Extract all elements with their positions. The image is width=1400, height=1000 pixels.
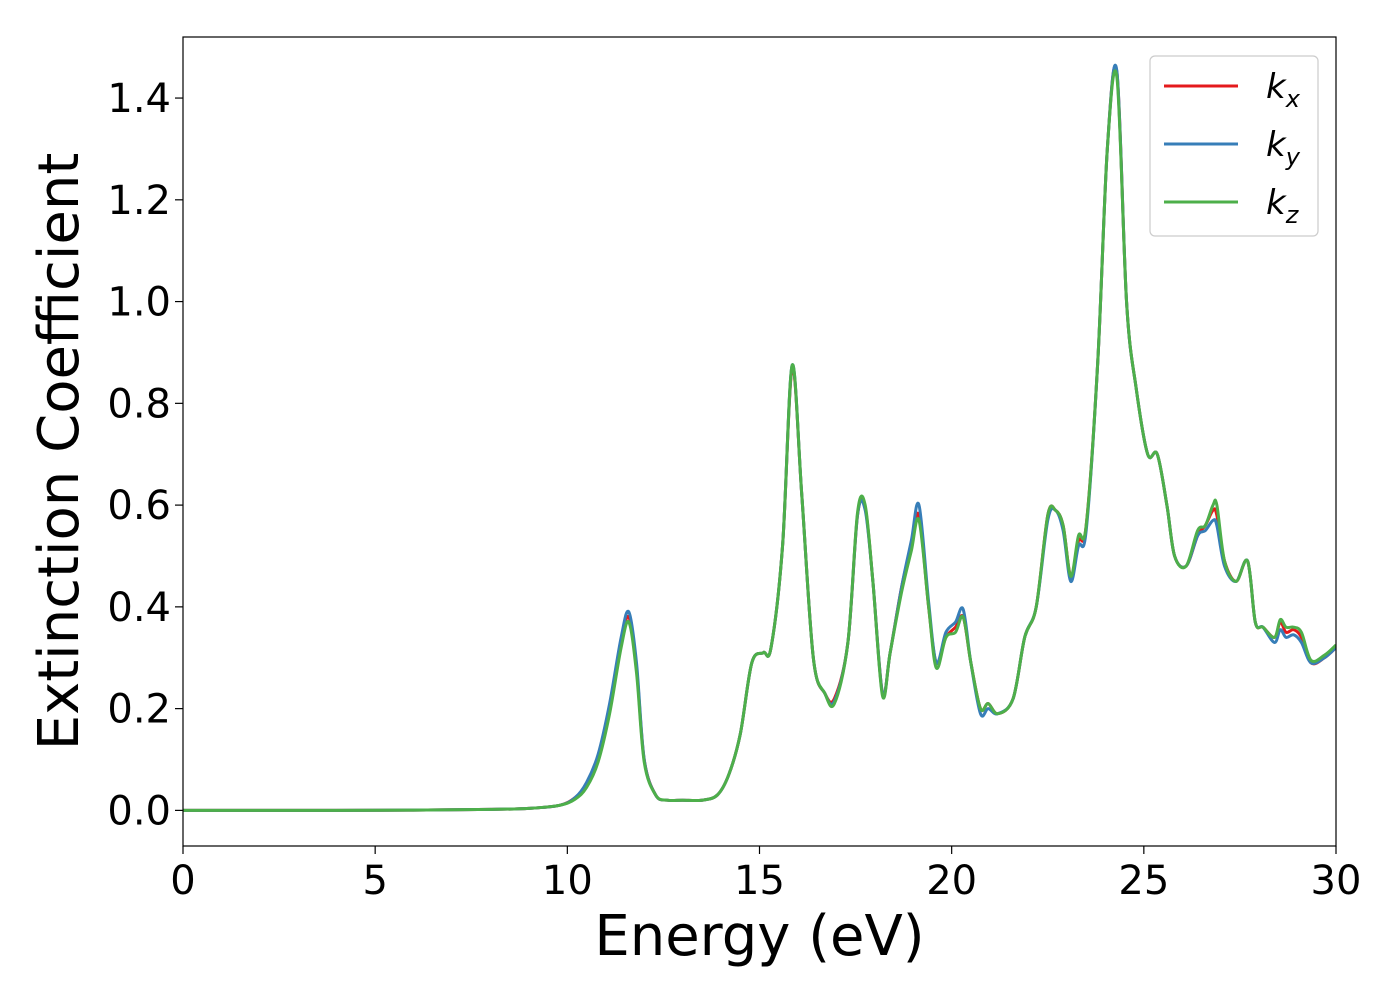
legend-box bbox=[1149, 55, 1319, 237]
y-axis: 0.0 0.2 0.4 0.6 0.8 1.0 1.2 1.4 bbox=[107, 76, 183, 834]
x-tick-label: 0 bbox=[170, 858, 195, 904]
y-axis-label: Extinction Coefficient bbox=[27, 153, 92, 751]
y-tick-label: 0.6 bbox=[107, 483, 171, 529]
x-axis-label: Energy (eV) bbox=[594, 904, 924, 969]
x-tick-label: 30 bbox=[1311, 858, 1362, 904]
x-tick-label: 5 bbox=[362, 858, 387, 904]
series-line-k-z bbox=[183, 69, 1336, 812]
x-tick-label: 10 bbox=[542, 858, 593, 904]
y-tick-label: 1.0 bbox=[107, 280, 171, 326]
y-tick-label: 0.2 bbox=[107, 687, 171, 733]
legend-label: kx bbox=[1266, 67, 1301, 113]
series-layer bbox=[183, 63, 1336, 812]
y-tick-label: 0.4 bbox=[107, 585, 171, 631]
legend-label: kz bbox=[1266, 183, 1300, 229]
x-tick-label: 25 bbox=[1118, 858, 1169, 904]
y-tick-label: 0.8 bbox=[107, 381, 171, 427]
y-tick-label: 0.0 bbox=[107, 788, 171, 834]
x-tick-label: 15 bbox=[734, 858, 785, 904]
legend-label: ky bbox=[1266, 125, 1301, 171]
legend: kx ky kz bbox=[1149, 55, 1319, 237]
y-tick-label: 1.4 bbox=[107, 76, 171, 122]
y-tick-label: 1.2 bbox=[107, 178, 171, 224]
x-tick-label: 20 bbox=[926, 858, 977, 904]
x-axis: 0 5 10 15 20 25 30 bbox=[170, 846, 1361, 904]
